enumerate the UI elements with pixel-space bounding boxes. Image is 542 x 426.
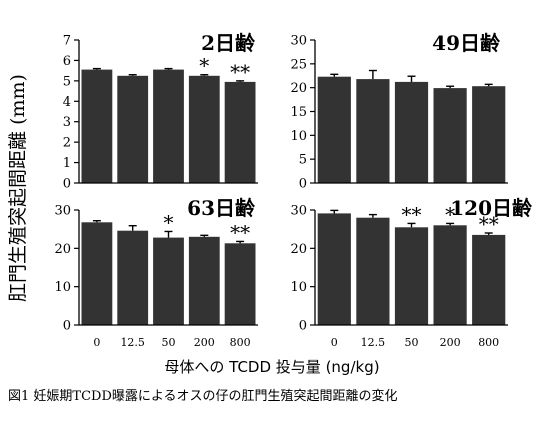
y-tick-label: 20 bbox=[290, 242, 307, 257]
x-tick-label: 50 bbox=[405, 336, 419, 349]
y-tick-label: 0 bbox=[299, 319, 307, 334]
y-tick-label: 10 bbox=[54, 280, 71, 295]
panel-title: 120日齢 bbox=[450, 196, 533, 220]
y-tick-label: 20 bbox=[54, 242, 71, 257]
y-tick-label: 0 bbox=[63, 319, 71, 334]
y-tick-label: 15 bbox=[290, 105, 307, 120]
bar bbox=[356, 79, 390, 183]
bar bbox=[153, 237, 184, 325]
bar bbox=[433, 88, 467, 183]
bar bbox=[81, 222, 113, 325]
y-tick-label: 0 bbox=[299, 177, 307, 192]
x-tick-label: 800 bbox=[230, 336, 251, 349]
panel-title: 2日齢 bbox=[201, 31, 256, 55]
x-tick-label: 12.5 bbox=[361, 336, 386, 349]
bar bbox=[317, 213, 351, 325]
bar bbox=[433, 225, 467, 325]
significance-marker: ** bbox=[402, 202, 422, 226]
y-tick-label: 7 bbox=[63, 34, 71, 49]
y-tick-label: 0 bbox=[63, 177, 71, 192]
y-tick-label: 5 bbox=[299, 153, 307, 168]
y-tick-label: 10 bbox=[290, 280, 307, 295]
bar bbox=[224, 81, 256, 183]
bar bbox=[188, 75, 220, 184]
y-tick-label: 30 bbox=[290, 204, 307, 219]
significance-marker: * bbox=[199, 54, 209, 78]
bar bbox=[472, 86, 506, 183]
y-tick-label: 3 bbox=[63, 115, 71, 130]
bar bbox=[472, 234, 506, 325]
x-tick-label: 0 bbox=[93, 336, 100, 349]
bar bbox=[81, 69, 113, 183]
chart-panel-120d: 0 12.5 ** 50 * 200 ** 800 0 10 20 30 120日齢 bbox=[290, 196, 533, 349]
bar bbox=[224, 243, 256, 325]
x-tick-label: 12.5 bbox=[120, 336, 145, 349]
significance-marker: * bbox=[164, 211, 174, 235]
bar bbox=[117, 75, 149, 184]
x-tick-label: 0 bbox=[331, 336, 338, 349]
significance-marker: ** bbox=[479, 212, 499, 236]
significance-marker: ** bbox=[230, 60, 250, 84]
y-tick-label: 25 bbox=[290, 57, 307, 72]
bar bbox=[117, 230, 149, 325]
y-tick-label: 20 bbox=[290, 81, 307, 96]
bar bbox=[394, 81, 429, 183]
bar bbox=[356, 217, 390, 325]
y-tick-label: 2 bbox=[63, 136, 71, 151]
panel-title: 63日齢 bbox=[187, 196, 256, 220]
y-tick-label: 30 bbox=[290, 34, 307, 49]
figure-caption: 図1 妊娠期TCDD曝露によるオスの仔の肛門生殖突起間距離の変化 bbox=[8, 388, 397, 404]
chart-panel-63d: 0 12.5 * 50 200 ** 800 0 10 20 30 63日齢 bbox=[54, 196, 258, 349]
x-tick-label: 50 bbox=[162, 336, 176, 349]
x-axis-label: 母体への TCDD 投与量 (ng/kg) bbox=[164, 358, 379, 376]
x-tick-label: 800 bbox=[478, 336, 499, 349]
y-tick-label: 10 bbox=[290, 129, 307, 144]
y-tick-label: 6 bbox=[63, 54, 71, 69]
significance-marker: * bbox=[445, 202, 455, 226]
panel-title: 49日齢 bbox=[432, 31, 501, 55]
significance-marker: ** bbox=[230, 220, 250, 244]
y-tick-label: 4 bbox=[63, 95, 71, 110]
y-axis-label: 肛門生殖突起間距離 (mm) bbox=[7, 74, 29, 302]
chart-panel-49d: 0 5 10 15 20 25 30 49日齢 bbox=[290, 31, 508, 192]
bar bbox=[153, 69, 184, 183]
y-tick-label: 30 bbox=[54, 204, 71, 219]
y-tick-label: 1 bbox=[63, 156, 71, 171]
x-tick-label: 200 bbox=[194, 336, 215, 349]
bar bbox=[188, 236, 220, 325]
y-tick-label: 5 bbox=[63, 74, 71, 89]
bar bbox=[317, 76, 351, 183]
bar bbox=[394, 227, 429, 326]
x-tick-label: 200 bbox=[440, 336, 461, 349]
